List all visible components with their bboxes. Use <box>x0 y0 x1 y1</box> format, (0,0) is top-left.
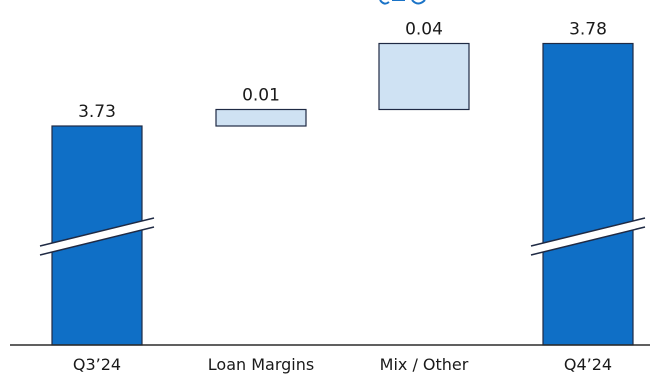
value-label: 0.01 <box>242 86 280 106</box>
bar-q4-24 <box>542 42 634 346</box>
bar-loan-margins <box>215 108 307 127</box>
value-labels: 3.73 0.01 0.04 3.78 <box>78 20 607 123</box>
axis-break-line-lower <box>530 226 646 256</box>
bars-layer <box>51 42 634 346</box>
axis-break-mark <box>530 217 646 256</box>
axis-break-line-upper <box>39 217 155 247</box>
bar-mix-other <box>378 42 470 111</box>
axis-break-gap <box>40 218 154 255</box>
axis-break-line-lower <box>39 226 155 256</box>
value-label: 0.04 <box>405 20 443 40</box>
x-tick-labels: Q3’24 Loan Margins Mix / Other Q4’24 <box>73 355 612 374</box>
axis-break-gap <box>531 218 645 255</box>
axis-break-mark <box>39 217 155 256</box>
x-tick-label: Mix / Other <box>380 355 469 374</box>
value-label: 3.73 <box>78 102 116 122</box>
axis-breaks <box>39 217 646 256</box>
x-tick-label: Q3’24 <box>73 355 121 374</box>
value-label: 3.78 <box>569 20 607 40</box>
x-tick-label: Loan Margins <box>208 355 314 374</box>
cropped-title-fragment <box>379 0 426 5</box>
axis-break-line-upper <box>530 217 646 247</box>
x-tick-label: Q4’24 <box>564 355 612 374</box>
